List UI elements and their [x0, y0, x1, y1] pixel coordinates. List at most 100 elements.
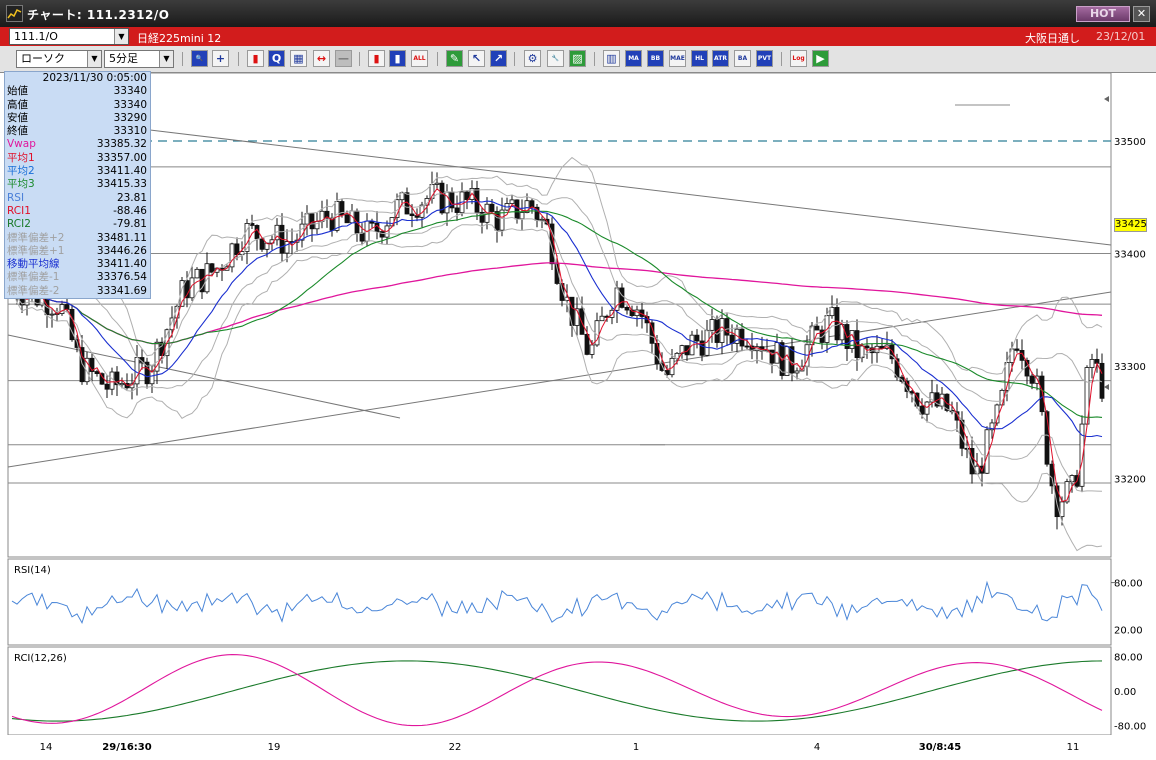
time-tick-label: 30/8:45 [919, 742, 961, 753]
price-chart[interactable]: 33500 33400 33300 33200 RSI(14) 80.00 20.00 RCI… [0, 73, 1156, 760]
bb-icon: BB [650, 55, 661, 62]
info-value: 33310 [113, 125, 147, 138]
time-axis [0, 735, 1156, 760]
candle-body [64, 304, 70, 310]
search-chart-icon: Q [271, 52, 282, 65]
pvt-icon: PVT [757, 55, 772, 62]
current-price-tag: 33425 [1114, 218, 1147, 232]
info-value: 33341.69 [96, 284, 147, 297]
mae-button[interactable]: MAE [669, 50, 686, 67]
chevron-down-icon[interactable]: ▼ [114, 29, 128, 44]
candle-body [1054, 485, 1060, 518]
info-label: 移動平均線 [7, 258, 60, 271]
candle-body [209, 263, 215, 273]
info-label: 標準偏差+2 [7, 231, 65, 244]
info-value: 33446.26 [96, 244, 147, 257]
info-row: 平均2 33411.40 [5, 165, 150, 178]
info-value: -79.81 [113, 218, 147, 231]
candle-body [109, 371, 115, 390]
candle-body [519, 212, 525, 220]
info-row: 平均3 33415.33 [5, 178, 150, 191]
candle-body [409, 213, 415, 217]
candle-body [1044, 411, 1050, 465]
draw-button-6[interactable]: ▮ [368, 50, 385, 67]
chart-app-icon [6, 5, 23, 22]
candle-body [919, 405, 925, 415]
candle-body [419, 204, 425, 218]
crosshair-button[interactable]: + [212, 50, 229, 67]
hot-button[interactable]: HOT [1076, 6, 1130, 22]
info-label: 標準偏差-2 [7, 284, 60, 297]
chart-area[interactable]: 33500 33400 33300 33200 RSI(14) 80.00 20.00 RCI… [0, 73, 1156, 760]
close-button[interactable]: ✕ [1133, 6, 1150, 22]
candle-body [1079, 423, 1085, 487]
candle-body [764, 349, 770, 352]
wrench-button[interactable]: 🔧 [547, 50, 564, 67]
info-value: 33340 [113, 85, 147, 98]
time-tick-label: 19 [268, 742, 281, 753]
candle-body [204, 263, 210, 293]
draw-button-3[interactable]: ▦ [290, 50, 307, 67]
candle-body [514, 199, 520, 220]
candle-body [539, 218, 545, 221]
info-value: 33340 [113, 98, 147, 111]
candle-body [819, 329, 825, 343]
indicator-icon: ▥ [606, 52, 617, 65]
palette-button[interactable]: ▨ [569, 50, 586, 67]
gear-button[interactable]: ⚙ [524, 50, 541, 67]
candle-body [244, 223, 250, 252]
draw-button-5[interactable]: — [335, 50, 352, 67]
candle-body [574, 308, 580, 326]
chevron-down-icon[interactable]: ▼ [159, 51, 173, 67]
ma-button[interactable]: MA [625, 50, 642, 67]
cursor-button[interactable]: ↖ [468, 50, 485, 67]
info-value: 33481.11 [96, 231, 147, 244]
all-button[interactable]: ALL [411, 50, 428, 67]
log-button[interactable]: Log [790, 50, 807, 67]
candle-body [1029, 375, 1035, 384]
std-dev-band [11, 223, 1103, 552]
atr-icon: ATR [714, 55, 727, 62]
pvt-button[interactable]: PVT [756, 50, 773, 67]
symbol-dropdown[interactable]: 111.1/O ▼ [9, 28, 129, 45]
indicator-button-1[interactable]: ▥ [603, 50, 620, 67]
candle-body [439, 182, 445, 214]
draw-button-7[interactable]: ▮ [389, 50, 406, 67]
candle-body [524, 200, 530, 213]
mae-icon: MAE [670, 55, 685, 62]
chart-type-select[interactable]: ローソク ▼ [16, 50, 102, 68]
price-tick-label: 33300 [1114, 362, 1146, 373]
draw-button-1[interactable]: ▮ [247, 50, 264, 67]
candle-body [169, 317, 175, 331]
time-tick-label: 14 [40, 742, 53, 753]
draw-button-2[interactable]: Q [268, 50, 285, 67]
candle-body [864, 345, 870, 349]
draw-button-4[interactable]: ↔ [313, 50, 330, 67]
period-select[interactable]: 5分足 ▼ [104, 50, 174, 68]
atr-button[interactable]: ATR [712, 50, 729, 67]
export-button[interactable]: ▶ [812, 50, 829, 67]
rsi-tick-label: 20.00 [1114, 625, 1143, 636]
info-row: Vwap 33385.32 [5, 138, 150, 151]
candle-body [1014, 348, 1020, 351]
candle-body [89, 357, 95, 372]
ma-icon: MA [628, 55, 639, 62]
chevron-down-icon[interactable]: ▼ [87, 51, 101, 67]
tool-button[interactable]: ↗ [490, 50, 507, 67]
time-tick-label: 4 [814, 742, 820, 753]
info-label: 標準偏差-1 [7, 271, 60, 284]
hl-button[interactable]: HL [691, 50, 708, 67]
candle-body [399, 192, 405, 201]
ba-button[interactable]: BA [734, 50, 751, 67]
candle-body [554, 263, 560, 284]
period-value: 5分足 [109, 52, 138, 65]
candle-body [724, 318, 730, 336]
rsi-pane [7, 558, 1112, 646]
candle-body [709, 319, 715, 331]
pen-button[interactable]: ✎ [446, 50, 463, 67]
candle-body [309, 213, 315, 230]
candle-body [284, 241, 290, 254]
toolbar-separator [182, 52, 183, 66]
bb-button[interactable]: BB [647, 50, 664, 67]
zoom-button[interactable]: 🔍 [191, 50, 208, 67]
